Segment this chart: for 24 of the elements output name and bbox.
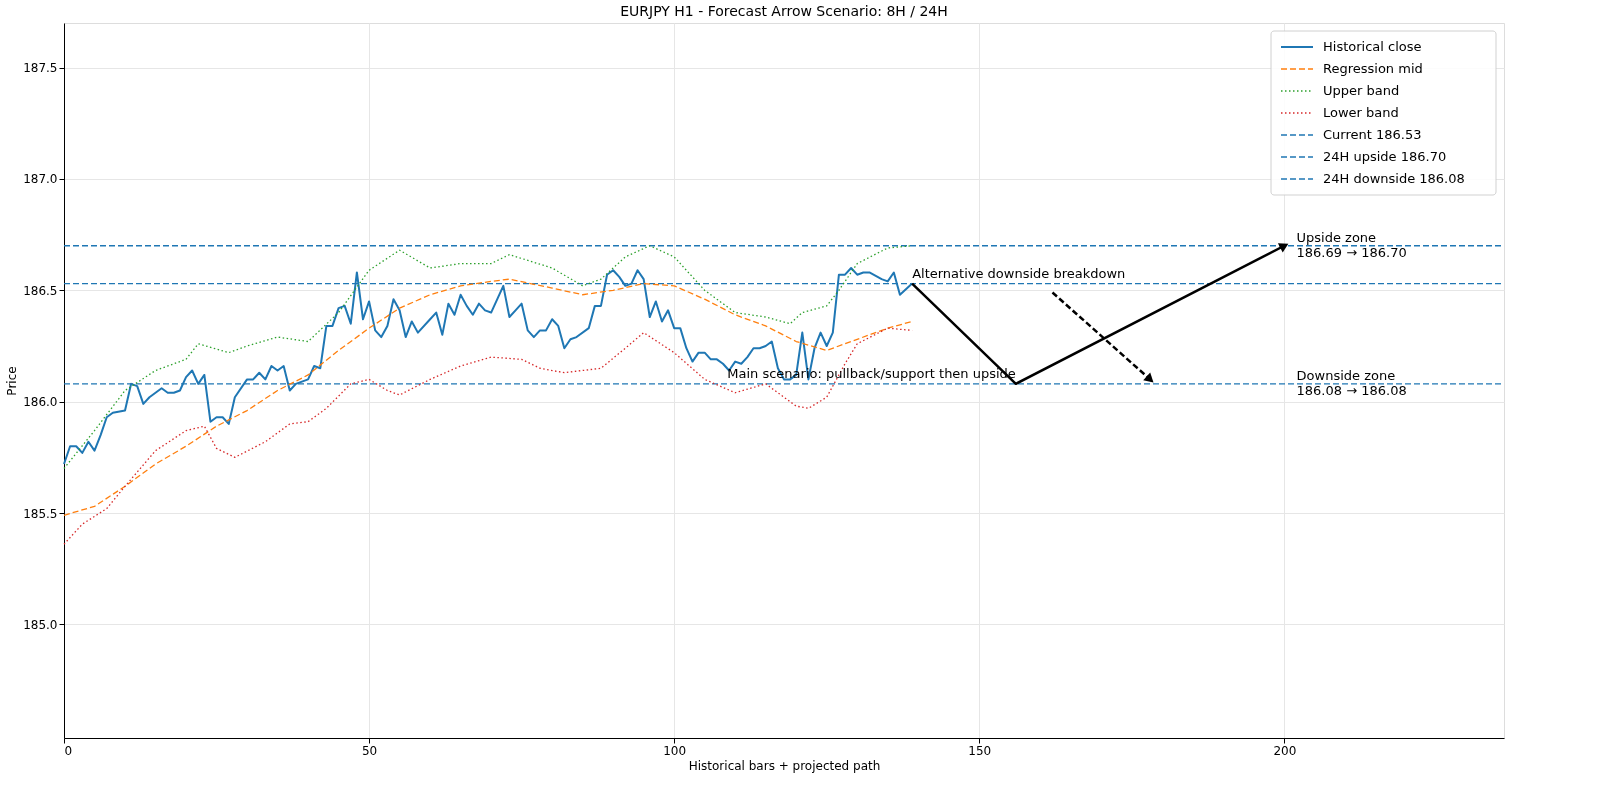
legend-label: Upper band <box>1323 83 1400 98</box>
y-tick-label: 185.0 <box>23 617 58 632</box>
x-tick-label: 0 <box>64 743 73 758</box>
x-tick-label: 100 <box>663 743 687 758</box>
y-tick-label: 185.5 <box>23 506 58 521</box>
x-axis-title: Historical bars + projected path <box>688 758 881 773</box>
y-tick-label: 186.5 <box>23 283 58 298</box>
annotation: Alternative downside breakdown <box>912 266 1126 282</box>
x-tick-label: 200 <box>1273 743 1297 758</box>
legend-label: Regression mid <box>1323 61 1423 76</box>
annotation: Upside zone 186.69 → 186.70 <box>1296 229 1407 260</box>
x-tick-label: 50 <box>361 743 378 758</box>
chart-title: EURJPY H1 - Forecast Arrow Scenario: 8H / 24H <box>620 3 948 19</box>
legend-label: Historical close <box>1323 39 1422 54</box>
legend-label: 24H downside 186.08 <box>1323 171 1465 186</box>
legend-label: Lower band <box>1323 105 1399 120</box>
y-tick-label: 187.0 <box>23 172 58 187</box>
y-tick-label: 187.5 <box>23 61 58 76</box>
annotation: Downside zone 186.08 → 186.08 <box>1296 367 1407 398</box>
x-tick-label: 150 <box>968 743 992 758</box>
legend-label: 24H upside 186.70 <box>1323 149 1447 164</box>
y-tick-label: 186.0 <box>23 395 58 410</box>
y-axis-title: Price <box>5 366 20 396</box>
legend-label: Current 186.53 <box>1323 127 1422 142</box>
